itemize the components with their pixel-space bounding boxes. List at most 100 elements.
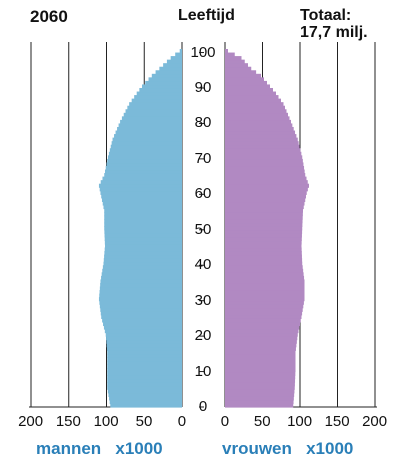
x-tick-label-women: 50 — [253, 413, 271, 430]
bar-men-age-6 — [107, 382, 182, 387]
bar-men-age-55 — [104, 208, 182, 213]
bar-men-age-58 — [101, 197, 182, 203]
bar-women-age-80 — [225, 119, 291, 125]
bar-women-age-20 — [225, 332, 298, 337]
bar-women-age-94 — [225, 70, 257, 75]
bar-women-age-76 — [225, 134, 297, 139]
bar-women-age-93 — [225, 73, 261, 78]
bar-men-age-67 — [105, 165, 182, 171]
bar-men-age-50 — [104, 226, 182, 231]
bar-men-age-91 — [145, 80, 182, 86]
bar-men-age-57 — [102, 201, 182, 206]
bar-men-age-47 — [104, 236, 182, 242]
bar-men-age-63 — [100, 180, 182, 185]
bar-women-age-10 — [225, 368, 296, 373]
bar-women-age-99 — [225, 52, 235, 57]
bar-men-age-62 — [98, 183, 182, 188]
bar-men-age-59 — [101, 194, 182, 199]
bar-women-age-48 — [225, 233, 302, 238]
bar-women-age-90 — [225, 84, 270, 89]
bar-women-age-85 — [225, 102, 284, 107]
x-tick-label-women: 150 — [324, 413, 350, 430]
age-tick-label: 0 — [198, 398, 208, 415]
bar-women-age-97 — [225, 59, 245, 64]
age-tick-label: 100 — [190, 43, 216, 61]
bar-men-age-3 — [108, 392, 182, 397]
bar-men-age-48 — [104, 233, 182, 238]
bar-men-age-22 — [103, 325, 182, 330]
bar-men-age-10 — [107, 368, 182, 373]
bar-men-age-21 — [104, 329, 182, 334]
men-unit: x1000 — [115, 439, 163, 458]
bar-women-age-7 — [225, 378, 296, 383]
bar-men-age-98 — [170, 56, 182, 61]
bar-men-age-36 — [101, 275, 182, 280]
bar-men-age-7 — [107, 378, 182, 383]
bar-men-age-85 — [129, 102, 182, 107]
bar-women-age-0 — [225, 403, 294, 408]
bar-men-age-66 — [104, 169, 182, 174]
bar-women-age-45 — [225, 243, 302, 249]
bar-women-age-78 — [225, 126, 294, 132]
bar-men-age-76 — [114, 134, 182, 139]
bar-men-age-44 — [104, 247, 182, 252]
bar-men-age-97 — [166, 59, 182, 64]
women-label: vrouwen x1000 — [222, 440, 353, 457]
x-tick-label-men: 150 — [55, 413, 81, 430]
bar-women-age-96 — [225, 63, 248, 68]
bar-women-age-39 — [225, 265, 303, 270]
bar-women-age-72 — [225, 148, 301, 153]
x-tick-label-men: 0 — [177, 413, 187, 430]
bar-women-age-32 — [225, 290, 305, 295]
total-value: 17,7 milj. — [300, 23, 368, 41]
bar-men-age-40 — [103, 261, 182, 266]
bar-women-age-24 — [225, 318, 301, 323]
bar-men-age-96 — [163, 63, 182, 68]
bar-women-age-82 — [225, 112, 288, 117]
total-label-line1: Totaal: — [300, 7, 352, 24]
bar-women-age-28 — [225, 304, 304, 309]
bar-men-age-54 — [104, 212, 182, 217]
bar-men-age-68 — [106, 162, 182, 167]
bar-men-age-1 — [109, 399, 182, 405]
bar-women-age-46 — [225, 240, 302, 245]
x-tick-label-men: 100 — [93, 413, 119, 430]
bar-men-age-27 — [100, 307, 182, 312]
bar-women-age-49 — [225, 229, 303, 234]
age-tick-label: 20 — [194, 327, 212, 345]
bar-men-age-11 — [107, 364, 182, 369]
bar-men-age-25 — [101, 314, 182, 319]
bar-men-age-17 — [106, 343, 182, 348]
bar-men-age-60 — [100, 190, 182, 195]
bar-women-age-77 — [225, 130, 296, 135]
bar-men-age-42 — [104, 254, 182, 259]
bar-women-age-38 — [225, 268, 304, 273]
bar-women-age-58 — [225, 197, 306, 203]
bar-men-age-0 — [110, 403, 182, 408]
bar-men-age-69 — [107, 158, 182, 164]
bar-men-age-14 — [107, 353, 182, 358]
bar-women-age-8 — [225, 375, 296, 380]
bar-women-age-79 — [225, 123, 293, 128]
age-tick-label: 60 — [194, 185, 212, 203]
bar-men-age-56 — [103, 204, 182, 210]
bar-women-age-25 — [225, 314, 302, 319]
bar-men-age-94 — [155, 70, 182, 75]
bar-women-age-88 — [225, 91, 276, 96]
bar-women-age-42 — [225, 254, 302, 259]
men-label-text: mannen — [36, 439, 102, 458]
bar-men-age-45 — [104, 243, 182, 249]
bar-men-age-46 — [104, 240, 182, 245]
bar-men-age-77 — [115, 130, 182, 135]
bar-men-age-13 — [107, 357, 182, 362]
bar-men-age-73 — [110, 144, 182, 149]
bar-women-age-51 — [225, 222, 303, 227]
bar-men-age-5 — [107, 385, 182, 390]
bar-men-age-82 — [123, 112, 182, 117]
bar-men-age-37 — [101, 272, 182, 277]
bar-women-age-89 — [225, 87, 273, 93]
bar-women-age-3 — [225, 392, 295, 397]
bar-women-age-34 — [225, 282, 305, 288]
bar-women-age-52 — [225, 219, 303, 224]
bar-men-age-95 — [159, 66, 182, 71]
